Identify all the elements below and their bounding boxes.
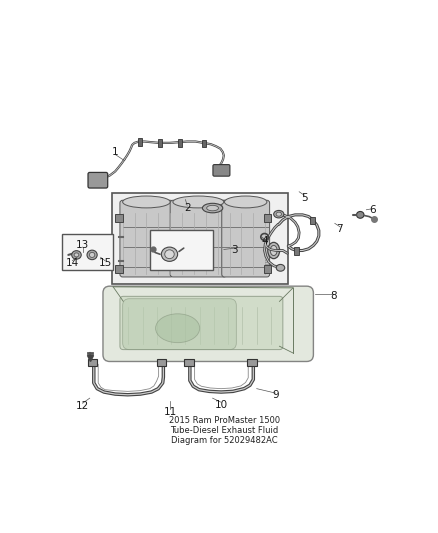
Text: 8: 8 xyxy=(330,292,336,301)
Bar xyxy=(247,359,257,366)
Text: 10: 10 xyxy=(215,400,228,410)
Ellipse shape xyxy=(357,212,364,218)
FancyBboxPatch shape xyxy=(222,200,270,277)
Bar xyxy=(115,265,123,273)
Bar xyxy=(202,140,206,147)
Bar xyxy=(294,247,299,255)
Ellipse shape xyxy=(270,245,277,256)
Ellipse shape xyxy=(87,250,97,260)
Ellipse shape xyxy=(155,314,200,343)
Ellipse shape xyxy=(72,251,81,259)
Ellipse shape xyxy=(173,196,224,208)
Ellipse shape xyxy=(207,205,219,211)
Text: 13: 13 xyxy=(76,240,89,250)
Ellipse shape xyxy=(89,252,95,257)
Text: 1: 1 xyxy=(112,147,119,157)
FancyBboxPatch shape xyxy=(213,165,230,176)
Ellipse shape xyxy=(202,203,223,213)
Ellipse shape xyxy=(74,253,79,257)
Text: 11: 11 xyxy=(163,407,177,417)
FancyBboxPatch shape xyxy=(170,200,226,277)
Text: 3: 3 xyxy=(231,246,238,255)
Ellipse shape xyxy=(161,247,178,261)
Bar xyxy=(178,139,182,147)
Text: 12: 12 xyxy=(76,401,89,410)
Bar xyxy=(150,230,212,270)
Bar xyxy=(62,234,113,270)
Bar xyxy=(88,359,97,366)
Bar xyxy=(311,217,315,224)
Bar xyxy=(138,139,141,146)
Bar xyxy=(157,359,166,366)
Ellipse shape xyxy=(276,264,285,271)
Bar xyxy=(112,193,288,285)
FancyBboxPatch shape xyxy=(120,200,173,277)
Bar xyxy=(264,214,271,222)
Ellipse shape xyxy=(268,243,279,259)
FancyBboxPatch shape xyxy=(123,298,237,350)
Bar xyxy=(115,214,123,222)
Ellipse shape xyxy=(224,196,267,208)
Ellipse shape xyxy=(123,196,170,208)
Text: 15: 15 xyxy=(99,258,112,268)
Text: 14: 14 xyxy=(66,258,79,268)
Text: 4: 4 xyxy=(261,236,268,246)
Text: 7: 7 xyxy=(336,224,343,234)
Bar xyxy=(158,140,162,147)
Ellipse shape xyxy=(274,211,284,218)
FancyBboxPatch shape xyxy=(88,172,108,188)
Text: 6: 6 xyxy=(369,205,375,215)
Bar xyxy=(184,359,194,366)
Text: 2: 2 xyxy=(184,203,191,213)
FancyBboxPatch shape xyxy=(120,296,283,350)
Text: 2015 Ram ProMaster 1500
Tube-Diesel Exhaust Fluid
Diagram for 52029482AC: 2015 Ram ProMaster 1500 Tube-Diesel Exha… xyxy=(169,416,280,445)
Text: 5: 5 xyxy=(301,193,307,203)
Text: 9: 9 xyxy=(272,391,279,400)
Ellipse shape xyxy=(165,250,174,259)
Bar xyxy=(264,265,271,273)
Ellipse shape xyxy=(276,212,282,216)
FancyBboxPatch shape xyxy=(103,286,314,361)
